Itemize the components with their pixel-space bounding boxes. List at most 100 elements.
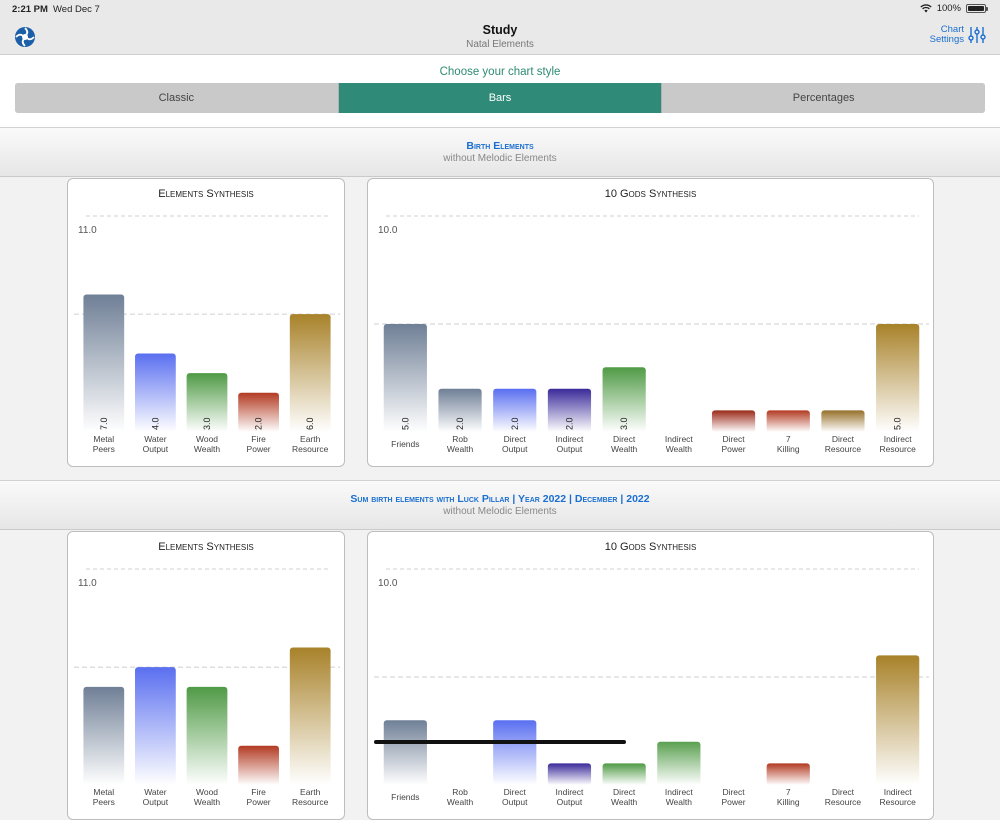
bar-value-label: 6.0	[305, 417, 315, 430]
category-label: Friends	[391, 439, 419, 449]
segment-percentages[interactable]: Percentages	[662, 83, 985, 113]
bar	[821, 410, 865, 432]
status-bar: 2:21 PM Wed Dec 7 100%	[0, 0, 1000, 18]
section-subtitle: without Melodic Elements	[443, 506, 557, 517]
battery-icon	[966, 4, 988, 13]
page-title: Study	[482, 23, 518, 37]
bar	[238, 392, 279, 432]
card-title: 10 Gods Synthesis	[604, 541, 697, 553]
category-label: Wealth	[194, 444, 221, 454]
category-label: Indirect	[884, 434, 913, 444]
section-header-luck-pillar: Sum birth elements with Luck Pillar | Ye…	[0, 480, 1000, 530]
category-label: Indirect	[556, 434, 585, 444]
category-label: Power	[247, 797, 271, 807]
category-label: Rob	[452, 787, 468, 797]
chart-style-segmented-control: Classic Bars Percentages	[15, 83, 985, 113]
bar	[876, 324, 920, 432]
chart-settings-button[interactable]: Chart Settings	[930, 25, 986, 45]
category-label: Wealth	[447, 444, 474, 454]
category-label: Metal	[93, 434, 114, 444]
category-label: Resource	[292, 444, 329, 454]
category-label: Direct	[504, 434, 527, 444]
ten-gods-synthesis-card: 10 Gods Synthesis 10.0 5.0 Friends 2.0 Rob We…	[367, 178, 934, 467]
bar-value-label: 5.0	[893, 417, 903, 430]
category-label: Metal	[93, 787, 114, 797]
category-label: Wealth	[611, 444, 638, 454]
category-label: Fire	[251, 787, 266, 797]
bar	[657, 741, 701, 785]
category-label: Direct	[722, 787, 745, 797]
bar	[766, 763, 810, 785]
bar-value-label: 2.0	[254, 417, 264, 430]
chart-settings-label-2: Settings	[929, 34, 964, 45]
category-label: Killing	[777, 797, 800, 807]
section-subtitle: without Melodic Elements	[443, 153, 557, 164]
section-panel-luck-pillar: Elements Synthesis 11.0 Metal Peers Water Ou…	[0, 531, 1000, 820]
bar	[289, 647, 331, 785]
section-panel-birth-elements: Elements Synthesis 11.0 7.0 Metal Peers 4.0 W…	[0, 178, 1000, 467]
category-label: Direct	[832, 787, 855, 797]
bar	[547, 763, 592, 785]
bar	[383, 720, 427, 785]
category-label: Rob	[452, 434, 468, 444]
bar-value-label: 3.0	[202, 417, 212, 430]
category-label: 7	[786, 434, 791, 444]
app-logo-icon[interactable]	[14, 26, 36, 48]
bar-value-label: 7.0	[99, 417, 109, 430]
bar-value-label: 5.0	[400, 417, 410, 430]
category-label: Power	[722, 444, 746, 454]
category-label: Resource	[879, 444, 916, 454]
elements-synthesis-card: Elements Synthesis 11.0 Metal Peers Water Ou…	[67, 531, 345, 820]
category-label: Output	[143, 444, 169, 454]
bar	[83, 294, 125, 432]
battery-percent: 100%	[936, 3, 961, 14]
sliders-icon	[968, 27, 986, 43]
section-title: Sum birth elements with Luck Pillar | Ye…	[350, 493, 650, 505]
segment-bars[interactable]: Bars	[338, 83, 663, 113]
category-label: Resource	[879, 797, 916, 807]
bar	[83, 686, 125, 785]
status-right: 100%	[920, 3, 988, 14]
category-label: Wealth	[666, 444, 693, 454]
category-label: Direct	[613, 787, 636, 797]
chart-settings-label-1: Chart	[940, 24, 964, 35]
category-label: Resource	[825, 444, 862, 454]
category-label: Peers	[93, 444, 115, 454]
section-header-birth-elements: Birth Elements without Melodic Elements	[0, 127, 1000, 177]
category-label: Wood	[196, 434, 218, 444]
category-label: Water	[144, 434, 167, 444]
elements-synthesis-card: Elements Synthesis 11.0 7.0 Metal Peers 4.0 W…	[67, 178, 345, 467]
y-max-label: 11.0	[78, 225, 97, 236]
ten-gods-synthesis-chart: 10.05.0Friends2.0RobWealth2.0DirectOutpu…	[374, 215, 929, 454]
bar-value-label: 2.0	[564, 417, 574, 430]
category-label: Resource	[292, 797, 329, 807]
category-label: Indirect	[556, 787, 585, 797]
category-label: Peers	[93, 797, 115, 807]
bar	[186, 686, 228, 785]
category-label: Wealth	[666, 797, 693, 807]
category-label: Earth	[300, 434, 321, 444]
chart-style-label: Choose your chart style	[439, 66, 561, 78]
home-indicator	[374, 740, 626, 744]
bar-value-label: 2.0	[455, 417, 465, 430]
bar-value-label: 2.0	[510, 417, 520, 430]
category-label: Wealth	[611, 797, 638, 807]
card-title: Elements Synthesis	[158, 188, 254, 200]
segment-classic[interactable]: Classic	[15, 83, 339, 113]
page-subtitle: Natal Elements	[466, 39, 534, 50]
category-label: Power	[722, 797, 746, 807]
bar	[383, 324, 427, 432]
y-max-label: 11.0	[78, 578, 97, 589]
category-label: Output	[502, 444, 528, 454]
category-label: Output	[557, 797, 583, 807]
bar	[438, 388, 482, 432]
category-label: Resource	[825, 797, 862, 807]
category-label: Killing	[777, 444, 800, 454]
category-label: Output	[557, 444, 583, 454]
bar	[135, 353, 176, 432]
category-label: Wealth	[194, 797, 221, 807]
category-label: Wealth	[447, 797, 474, 807]
category-label: Direct	[722, 434, 745, 444]
